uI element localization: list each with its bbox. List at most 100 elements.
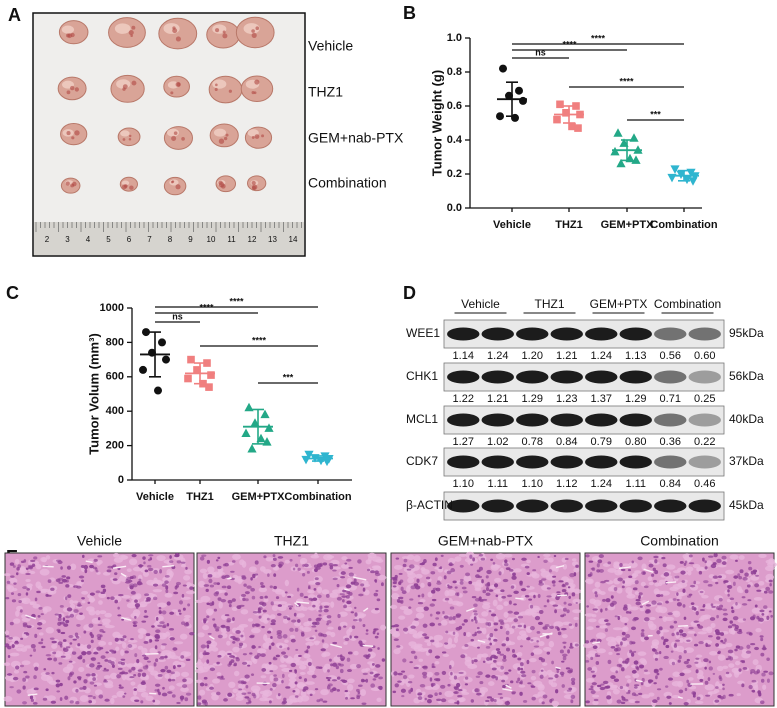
tumor-spot — [215, 83, 218, 87]
blot-band — [447, 327, 480, 341]
nucleus — [408, 606, 412, 609]
nucleus — [178, 600, 183, 605]
data-point — [264, 423, 274, 432]
protein-label: MCL1 — [406, 412, 438, 426]
nucleus — [519, 662, 524, 667]
cytoplasm — [265, 557, 274, 562]
cytoplasm — [284, 639, 289, 644]
nucleus — [658, 616, 663, 619]
nucleus — [168, 560, 174, 564]
nucleus — [754, 646, 760, 651]
nucleus — [524, 595, 530, 598]
nucleus — [282, 700, 288, 704]
cytoplasm — [247, 618, 254, 622]
nucleus — [750, 642, 756, 646]
nucleus — [75, 701, 80, 705]
nucleus — [291, 619, 297, 623]
nucleus — [429, 613, 433, 617]
nucleus — [226, 620, 231, 623]
nucleus — [54, 613, 60, 616]
cytoplasm — [455, 601, 464, 607]
nucleus — [260, 653, 266, 658]
nucleus — [501, 595, 506, 599]
nucleus — [160, 668, 166, 673]
cytoplasm — [482, 627, 487, 635]
nucleus — [732, 581, 736, 586]
blot-band — [619, 327, 652, 341]
cytoplasm — [653, 653, 660, 660]
nucleus — [56, 559, 62, 562]
nucleus — [159, 621, 165, 625]
nucleus — [434, 692, 438, 696]
stroma-gap — [25, 614, 37, 620]
nucleus — [429, 603, 435, 607]
nucleus — [670, 650, 674, 653]
cytoplasm — [298, 569, 306, 574]
cytoplasm — [183, 617, 190, 622]
stroma-gap — [557, 594, 568, 597]
cytoplasm — [543, 553, 551, 557]
nucleus — [746, 631, 752, 635]
nucleus — [309, 693, 313, 696]
nucleus — [118, 661, 123, 665]
blot-band — [516, 413, 549, 427]
nucleus — [613, 587, 618, 592]
nucleus — [621, 631, 626, 636]
cytoplasm — [640, 581, 646, 587]
cytoplasm — [701, 627, 711, 632]
nucleus — [344, 690, 348, 693]
blot-band — [585, 327, 618, 341]
nucleus — [337, 654, 341, 658]
nucleus — [60, 655, 66, 658]
nucleus — [290, 638, 296, 643]
nucleus — [698, 570, 703, 575]
nucleus — [463, 619, 468, 623]
cytoplasm — [444, 589, 450, 597]
nucleus — [289, 558, 293, 562]
nucleus — [270, 563, 276, 568]
nucleus — [537, 593, 541, 598]
nucleus — [367, 648, 373, 652]
nucleus — [342, 589, 347, 593]
nucleus — [394, 683, 399, 688]
significance-label: **** — [229, 296, 244, 306]
nucleus — [440, 554, 444, 557]
nucleus — [590, 685, 594, 689]
cytoplasm — [109, 672, 118, 680]
nucleus — [425, 576, 431, 580]
nucleus — [120, 638, 125, 642]
nucleus — [515, 680, 519, 684]
nucleus — [726, 585, 730, 588]
nucleus — [675, 639, 681, 642]
nucleus — [59, 697, 63, 701]
nucleus — [456, 700, 460, 705]
tumor-spot — [255, 26, 260, 31]
nucleus — [56, 690, 61, 693]
nucleus — [7, 655, 11, 659]
nucleus — [546, 587, 551, 590]
nucleus — [170, 671, 175, 675]
nucleus — [340, 658, 345, 662]
stroma-gap — [592, 641, 601, 645]
nucleus — [704, 666, 707, 670]
nucleus — [517, 624, 523, 628]
nucleus — [167, 691, 173, 694]
nucleus — [66, 576, 71, 580]
band-quant: 1.29 — [625, 393, 646, 405]
nucleus — [408, 689, 412, 694]
cytoplasm — [447, 699, 456, 704]
nucleus — [759, 609, 765, 613]
nucleus — [326, 685, 331, 690]
tumor-spot — [71, 181, 77, 187]
nucleus — [615, 647, 622, 652]
nucleus — [557, 628, 560, 631]
nucleus — [292, 690, 296, 693]
nucleus — [294, 627, 299, 632]
nucleus — [327, 678, 331, 682]
nucleus — [57, 641, 63, 646]
nucleus — [137, 669, 143, 672]
size-label: 45kDa — [729, 498, 764, 512]
cytoplasm — [137, 627, 146, 634]
tumor — [158, 17, 198, 50]
